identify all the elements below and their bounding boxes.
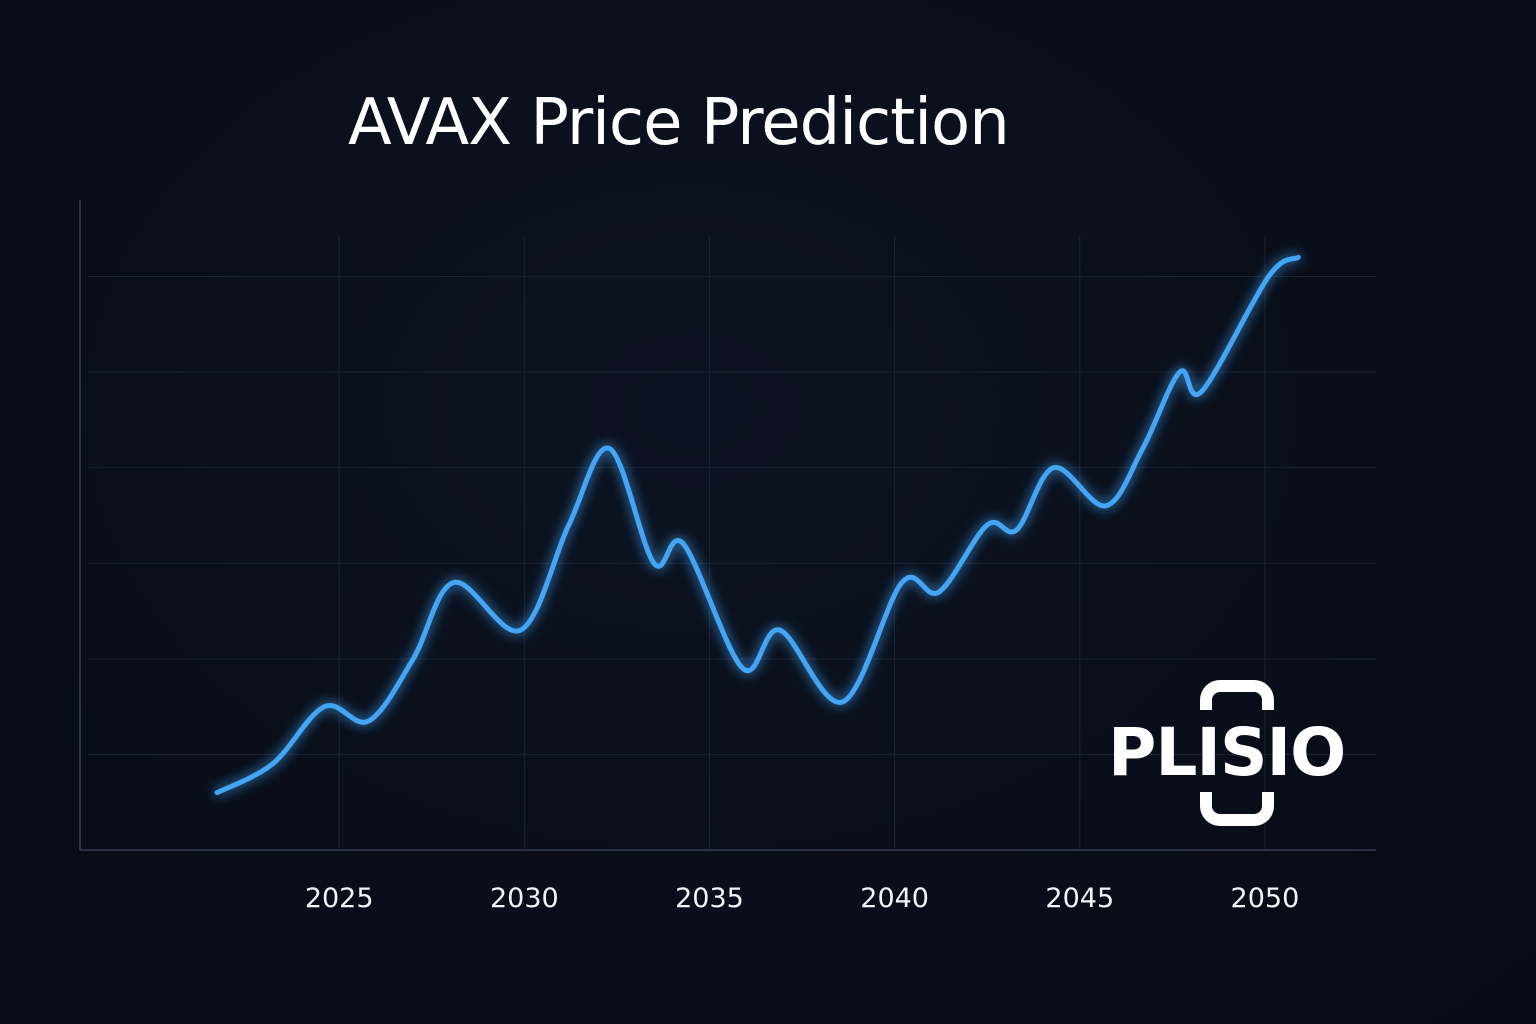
- logo-frame-top: [1200, 680, 1274, 710]
- x-tick-label: 2030: [490, 883, 559, 914]
- x-tick-label: 2045: [1045, 883, 1114, 914]
- x-tick-label: 2035: [675, 883, 744, 914]
- x-tick-label: 2040: [860, 883, 929, 914]
- x-tick-label: 2025: [305, 883, 374, 914]
- grid: [88, 236, 1376, 850]
- price-series-line: [214, 254, 1301, 796]
- logo-frame-bottom: [1200, 792, 1274, 826]
- x-tick-label: 2050: [1231, 883, 1300, 914]
- x-tick-labels: 2025 2030 2035 2040 2045 2050: [305, 883, 1299, 914]
- chart-title: AVAX Price Prediction: [348, 86, 1010, 160]
- plisio-logo: PLISIO: [1108, 680, 1353, 830]
- logo-text: PLISIO: [1108, 714, 1346, 791]
